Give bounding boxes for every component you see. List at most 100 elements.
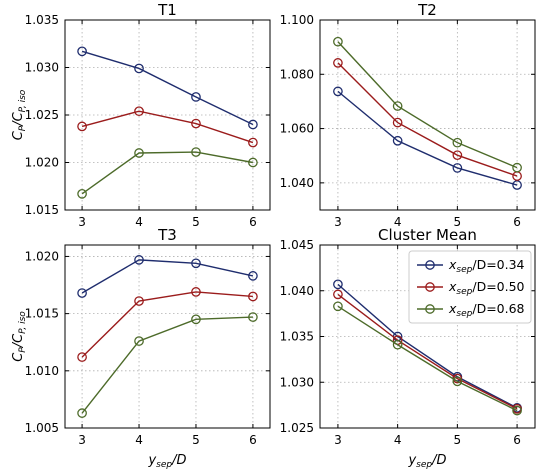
data-point bbox=[392, 101, 403, 111]
y-tick-label: 1.025 bbox=[280, 421, 314, 435]
panel-1: 3 4 5 6 1.015 1.020 1.025 1.030 1.035 T1 CP/CP, is… bbox=[11, 1, 271, 229]
y-tick-label: 1.035 bbox=[25, 13, 59, 27]
y-axis-label: CP/CP, iso bbox=[11, 311, 28, 362]
data-point bbox=[134, 336, 144, 346]
data-point bbox=[77, 288, 87, 298]
x-tick-label: 6 bbox=[513, 215, 521, 229]
legend: xsep/D=0.34 xsep/D=0.50 xsep/D=0.68 bbox=[408, 250, 532, 324]
data-point bbox=[452, 376, 463, 387]
data-point bbox=[134, 255, 144, 265]
y-axis-label: CP/CP, iso bbox=[11, 89, 28, 140]
legend-entry: xsep/D=0.34 bbox=[448, 257, 525, 275]
data-point bbox=[248, 271, 258, 281]
data-point bbox=[333, 279, 343, 290]
data-point bbox=[333, 289, 343, 300]
plot-frame bbox=[319, 244, 536, 429]
y-tick-label: 1.040 bbox=[280, 176, 314, 190]
data-point bbox=[134, 148, 144, 158]
x-tick-label: 6 bbox=[249, 433, 257, 447]
data-point bbox=[333, 36, 343, 47]
data-point bbox=[452, 163, 463, 173]
x-tick-label: 3 bbox=[78, 215, 86, 229]
y-tick-label: 1.020 bbox=[25, 156, 59, 170]
panel-2: 3 4 5 6 1.040 1.060 1.080 1.100 T2 bbox=[280, 1, 536, 229]
legend-box bbox=[408, 250, 532, 324]
legend-entry: xsep/D=0.50 bbox=[448, 279, 525, 297]
y-tick-label: 1.060 bbox=[280, 122, 314, 136]
panel-title: T3 bbox=[157, 226, 177, 244]
x-tick-label: 4 bbox=[135, 215, 143, 229]
panel-title: T2 bbox=[417, 1, 437, 19]
y-tick-label: 1.045 bbox=[280, 238, 314, 252]
data-point bbox=[134, 296, 144, 306]
x-axis-label: ysep/D bbox=[147, 453, 186, 470]
x-tick-label: 4 bbox=[394, 215, 402, 229]
data-point bbox=[392, 135, 403, 146]
data-point bbox=[191, 287, 201, 297]
data-point bbox=[191, 118, 201, 129]
y-tick-label: 1.010 bbox=[25, 364, 59, 378]
data-point bbox=[452, 150, 463, 161]
x-tick-label: 6 bbox=[249, 215, 257, 229]
data-point bbox=[77, 46, 87, 57]
data-point bbox=[77, 121, 87, 132]
series-line-3 bbox=[81, 316, 253, 414]
data-point bbox=[191, 92, 201, 102]
x-tick-label: 3 bbox=[334, 215, 342, 229]
data-point bbox=[512, 405, 522, 416]
legend-entry: xsep/D=0.68 bbox=[448, 301, 525, 319]
y-tick-label: 1.035 bbox=[280, 330, 314, 344]
panel-3: 3 4 5 6 1.005 1.010 1.015 1.020 T3 CP/CP, iso ysep… bbox=[11, 226, 271, 470]
data-point bbox=[248, 119, 258, 130]
legend-marker bbox=[425, 282, 435, 292]
data-point bbox=[392, 339, 403, 350]
series-line-3 bbox=[337, 305, 518, 412]
data-point bbox=[392, 117, 403, 128]
data-point bbox=[191, 258, 201, 269]
data-point bbox=[77, 408, 87, 418]
panel-title: T1 bbox=[157, 1, 177, 19]
data-point bbox=[333, 301, 343, 312]
data-point bbox=[77, 352, 87, 362]
x-tick-label: 5 bbox=[454, 433, 462, 447]
series-line-3 bbox=[337, 41, 518, 169]
data-point bbox=[452, 137, 463, 148]
data-point bbox=[191, 314, 201, 325]
x-tick-label: 4 bbox=[394, 433, 402, 447]
data-point bbox=[248, 157, 258, 168]
series-line-3 bbox=[81, 151, 254, 195]
legend-marker bbox=[425, 304, 435, 314]
x-tick-label: 3 bbox=[78, 433, 86, 447]
data-point bbox=[512, 162, 522, 173]
y-tick-label: 1.005 bbox=[25, 421, 59, 435]
series-line-1 bbox=[337, 283, 518, 409]
y-tick-label: 1.015 bbox=[25, 203, 59, 217]
panel-title: Cluster Mean bbox=[378, 226, 477, 244]
plot-frame bbox=[64, 19, 271, 211]
x-tick-label: 5 bbox=[192, 215, 200, 229]
series-line-2 bbox=[337, 62, 518, 177]
y-tick-label: 1.030 bbox=[280, 375, 314, 389]
series-line-2 bbox=[81, 291, 253, 358]
series-line-1 bbox=[81, 259, 254, 294]
data-point bbox=[248, 137, 258, 148]
y-tick-label: 1.025 bbox=[25, 108, 59, 122]
y-tick-label: 1.100 bbox=[280, 13, 314, 27]
data-point bbox=[191, 147, 201, 157]
y-tick-label: 1.015 bbox=[25, 307, 59, 321]
x-tick-label: 3 bbox=[334, 433, 342, 447]
data-point bbox=[77, 189, 87, 199]
data-point bbox=[134, 63, 144, 74]
panel-4: 3 4 5 6 1.025 1.030 1.035 1.040 1.045 Cluster Mea… bbox=[280, 226, 536, 470]
y-tick-label: 1.040 bbox=[280, 284, 314, 298]
series-line-1 bbox=[337, 90, 518, 186]
data-point bbox=[248, 291, 258, 302]
plot-frame bbox=[64, 244, 271, 429]
data-point bbox=[333, 58, 343, 68]
data-point bbox=[248, 312, 258, 322]
legend-marker bbox=[425, 260, 435, 270]
series-line-2 bbox=[81, 110, 254, 144]
plot-frame bbox=[319, 19, 536, 211]
y-tick-label: 1.080 bbox=[280, 67, 314, 81]
